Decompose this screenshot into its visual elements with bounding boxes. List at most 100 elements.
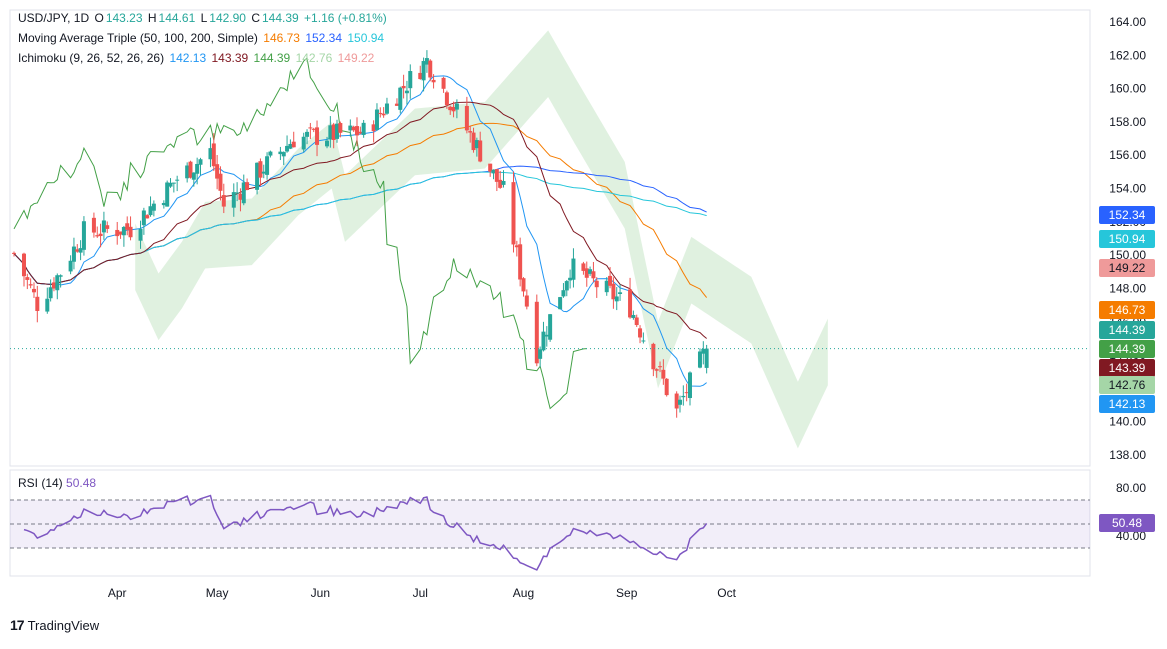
- x-tick-label: Oct: [717, 586, 736, 600]
- candle-body: [211, 143, 216, 167]
- candle-body: [231, 192, 236, 208]
- kijun-line: [13, 101, 707, 339]
- x-tick-label: Apr: [108, 586, 127, 600]
- candle-body: [301, 136, 306, 150]
- price-tag: 152.34: [1099, 206, 1155, 224]
- candle-body: [661, 369, 666, 379]
- candle-body: [208, 148, 213, 160]
- candle-body: [658, 366, 663, 368]
- candle-body: [514, 245, 519, 248]
- candle-body: [518, 244, 523, 280]
- candle-body: [31, 288, 36, 293]
- candle-body: [151, 203, 156, 211]
- candle-body: [651, 343, 656, 370]
- candle-body: [697, 351, 702, 368]
- x-tick-label: Jun: [311, 586, 330, 600]
- candle-body: [188, 161, 193, 178]
- y-tick-label: 138.00: [1109, 448, 1146, 462]
- candle-body: [448, 106, 453, 111]
- open-value: 143.23: [105, 11, 143, 25]
- candle-body: [641, 340, 646, 342]
- candle-body: [374, 109, 379, 130]
- candle-body: [441, 77, 446, 89]
- x-tick-label: May: [206, 586, 229, 600]
- span-a-value: 142.76: [295, 51, 333, 65]
- ohlc-legend: USD/JPY, 1D O 143.23 H 144.61 L 142.90 C 144…: [18, 11, 389, 25]
- candle-body: [168, 182, 173, 187]
- candle-body: [424, 58, 429, 65]
- candle-body: [95, 235, 100, 237]
- candle-body: [81, 221, 86, 250]
- open-label: O: [94, 11, 104, 25]
- candle-body: [161, 202, 166, 206]
- candle-body: [674, 393, 679, 409]
- price-tag: 143.39: [1099, 359, 1155, 377]
- ichimoku-legend: Ichimoku (9, 26, 52, 26, 26) 142.13 143.…: [18, 51, 376, 65]
- low-value: 142.90: [209, 11, 246, 25]
- footer-branding[interactable]: 17 TradingView: [10, 617, 99, 633]
- ma100-value: 152.34: [305, 31, 343, 45]
- candle-body: [58, 275, 63, 277]
- candle-body: [48, 287, 53, 299]
- candle-body: [468, 131, 473, 133]
- candle-body: [195, 163, 200, 174]
- candle-body: [404, 90, 409, 94]
- candle-body: [371, 124, 376, 132]
- candle-body: [614, 296, 619, 302]
- span-b-value: 149.22: [337, 51, 375, 65]
- x-tick-label: Sep: [616, 586, 638, 600]
- candle-body: [55, 275, 60, 291]
- brand-name: TradingView: [27, 617, 100, 633]
- candle-body: [241, 182, 246, 204]
- candle-body: [98, 233, 103, 237]
- candle-body: [638, 328, 643, 338]
- price-tag: 146.73: [1099, 301, 1155, 319]
- candle-body: [401, 85, 406, 89]
- candle-body: [21, 253, 26, 277]
- candle-body: [584, 268, 589, 278]
- candle-body: [101, 220, 106, 233]
- y-tick-label: 158.00: [1109, 115, 1146, 129]
- candle-body: [121, 226, 126, 236]
- candle-body: [35, 296, 40, 311]
- candle-body: [454, 103, 459, 110]
- candle-body: [418, 72, 423, 80]
- chikou-value: 144.39: [253, 51, 291, 65]
- candle-body: [488, 163, 493, 172]
- candle-body: [215, 164, 220, 179]
- candle-body: [444, 92, 449, 106]
- high-label: H: [147, 11, 157, 25]
- change-value: +1.16 (+0.81%): [304, 11, 387, 25]
- candle-body: [594, 280, 599, 288]
- candle-body: [12, 252, 16, 254]
- candle-body: [128, 226, 133, 238]
- candle-body: [75, 249, 80, 252]
- candle-body: [171, 182, 176, 184]
- y-tick-label: 160.00: [1109, 82, 1146, 96]
- candle-body: [265, 156, 270, 175]
- candle-body: [315, 127, 320, 145]
- y-tick-label: 148.00: [1109, 281, 1146, 295]
- chikou-line: [13, 57, 587, 410]
- ma200-value: 150.94: [347, 31, 385, 45]
- candle-body: [148, 206, 153, 216]
- candle-body: [351, 126, 356, 131]
- candle-body: [474, 140, 479, 149]
- candle-body: [478, 140, 483, 162]
- candle-body: [634, 317, 639, 326]
- kijun-value: 143.39: [211, 51, 249, 65]
- candle-body: [191, 172, 196, 180]
- price-pane: [9, 9, 1091, 467]
- candle-body: [305, 131, 310, 137]
- candle-body: [384, 103, 389, 114]
- candle-body: [268, 151, 273, 156]
- candle-body: [285, 145, 290, 152]
- candle-body: [568, 277, 573, 281]
- candle-body: [581, 263, 586, 271]
- candle-body: [118, 231, 123, 235]
- candle-body: [291, 141, 296, 148]
- candle-body: [258, 161, 263, 178]
- ichimoku-label: Ichimoku (9, 26, 52, 26, 26): [18, 51, 165, 65]
